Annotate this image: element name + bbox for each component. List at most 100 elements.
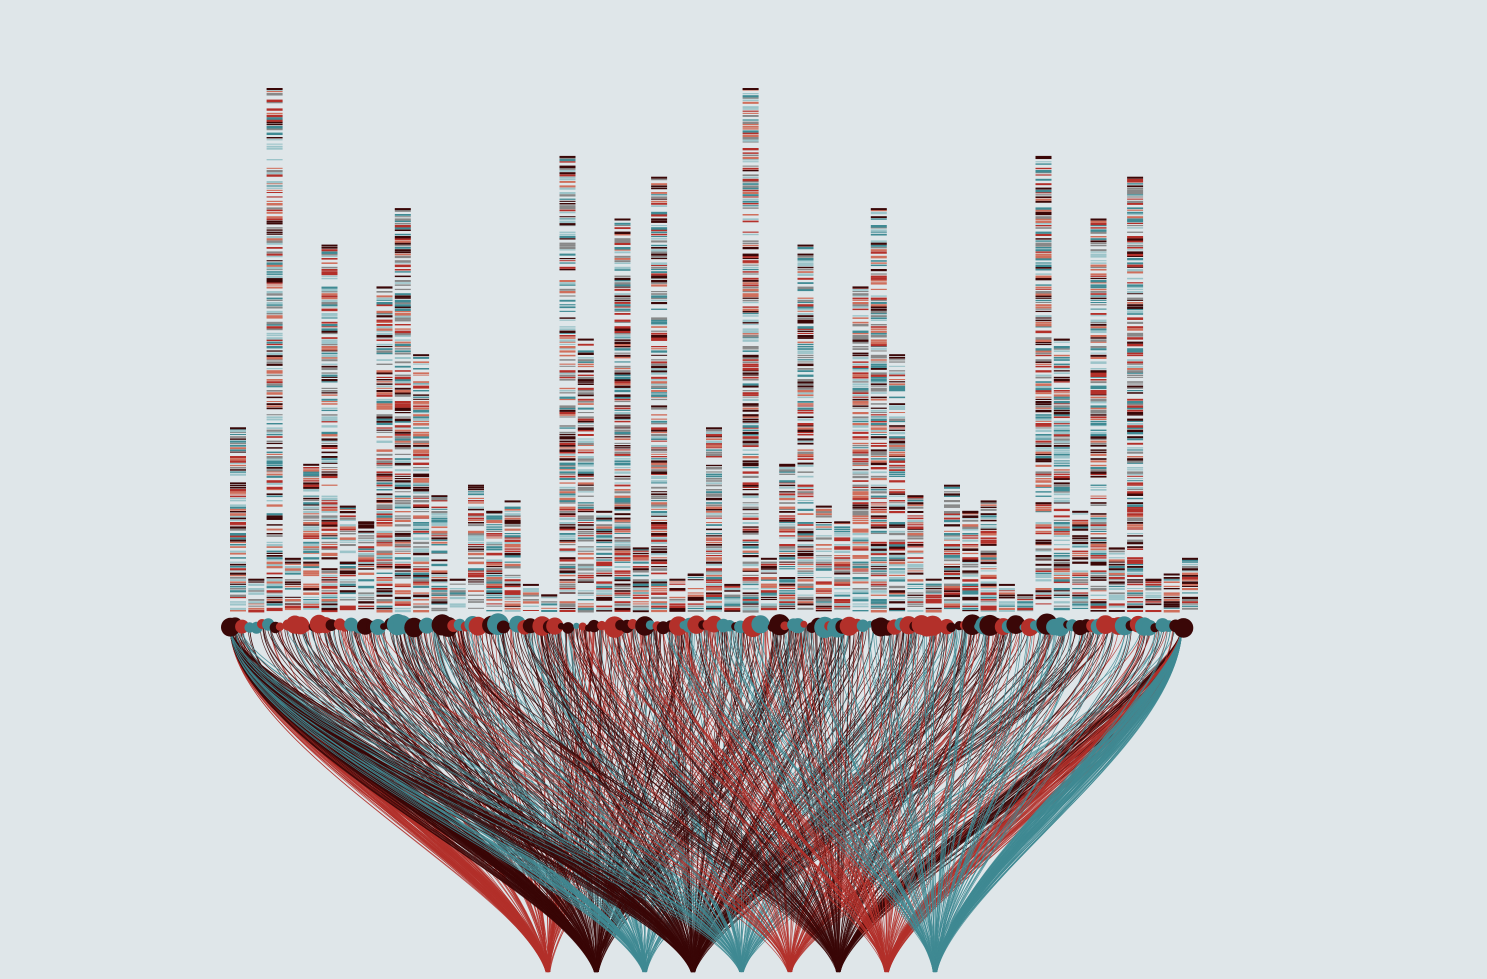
stack-stripe <box>834 526 851 529</box>
stack-stripe <box>889 436 906 439</box>
stack-stripe <box>651 350 668 353</box>
stack-stripe <box>614 330 631 333</box>
stack-stripe <box>577 508 594 511</box>
stack-stripe <box>1035 533 1052 535</box>
edge-line <box>634 625 886 973</box>
stack-stripe <box>742 361 759 363</box>
edge-line <box>933 625 1183 973</box>
stack-column <box>1017 594 1034 612</box>
stack-stripe <box>559 581 576 583</box>
stack-stripe <box>1053 561 1070 564</box>
stack-stripe <box>1035 374 1052 377</box>
stack-stripe <box>742 423 759 425</box>
stack-stripe <box>559 478 576 480</box>
stack-stripe <box>1090 346 1107 348</box>
stack-stripe <box>1108 574 1125 577</box>
edge-line <box>680 625 841 973</box>
stack-stripe <box>303 480 320 482</box>
stack-stripe <box>1090 451 1107 454</box>
stack-stripe <box>1090 372 1107 375</box>
stack-stripe <box>797 381 814 384</box>
stack-stripe <box>266 101 283 104</box>
stack-stripe <box>797 401 814 403</box>
stack-stripe <box>1127 581 1144 583</box>
stack-stripe <box>577 352 594 355</box>
stack-stripe <box>559 526 576 529</box>
stack-stripe <box>577 438 594 440</box>
stack-stripe <box>321 392 338 394</box>
stack-stripe <box>577 357 594 359</box>
stack-stripe <box>321 258 338 260</box>
stack-stripe <box>559 405 576 408</box>
stack-stripe <box>870 497 887 499</box>
stack-stripe <box>651 321 668 325</box>
stack-stripe <box>651 440 668 442</box>
stack-stripe <box>614 467 631 469</box>
stack-stripe <box>413 550 430 553</box>
stack-stripe <box>303 517 320 519</box>
stack-stripe <box>376 513 393 516</box>
stack-stripe <box>1090 324 1107 326</box>
stack-stripe <box>1053 563 1070 567</box>
stack-stripe <box>376 511 393 514</box>
stack-stripe <box>596 541 613 544</box>
stack-stripe <box>632 557 649 560</box>
stack-stripe <box>394 546 411 548</box>
stack-stripe <box>1127 559 1144 562</box>
stack-stripe <box>394 249 411 252</box>
stack-stripe <box>614 541 631 544</box>
stack-stripe <box>706 504 722 507</box>
stack-stripe <box>742 194 759 197</box>
stack-stripe <box>577 550 594 552</box>
stack-stripe <box>468 583 484 585</box>
edge-line <box>229 625 741 973</box>
stack-stripe <box>559 337 576 339</box>
stack-cap <box>1108 547 1125 550</box>
stack-stripe <box>870 211 887 215</box>
stack-stripe <box>559 159 576 162</box>
stack-stripe <box>394 227 411 230</box>
stack-stripe <box>559 304 576 306</box>
stack-stripe <box>815 528 832 530</box>
stack-stripe <box>1053 460 1070 462</box>
stack-stripe <box>1127 225 1144 227</box>
stack-stripe <box>266 324 283 326</box>
stack-stripe <box>742 132 759 135</box>
stack-stripe <box>577 392 594 395</box>
stack-stripe <box>321 357 338 359</box>
stack-stripe <box>742 119 759 121</box>
stack-stripe <box>925 610 942 613</box>
stack-stripe <box>742 506 759 509</box>
stack-stripe <box>577 482 594 485</box>
stack-stripe <box>596 530 613 533</box>
stack-stripe <box>1053 363 1070 366</box>
stack-stripe <box>1035 506 1052 509</box>
stack-stripe <box>266 610 283 612</box>
stack-stripe <box>669 583 686 585</box>
stack-stripe <box>577 533 594 535</box>
stack-stripe <box>1127 317 1144 320</box>
stack-stripe <box>797 594 814 596</box>
stack-stripe <box>266 167 283 169</box>
stack-stripe <box>962 583 979 586</box>
stack-stripe <box>1127 387 1144 389</box>
edge-line <box>443 625 744 973</box>
stack-stripe <box>321 343 338 346</box>
stack-stripe <box>797 409 814 412</box>
stack-stripe <box>797 579 814 582</box>
stack-stripe <box>742 207 759 209</box>
stack-stripe <box>742 308 759 311</box>
stack-stripe <box>266 196 283 198</box>
stack-stripe <box>413 530 430 533</box>
stack-stripe <box>651 504 668 507</box>
stack-stripe <box>468 524 484 527</box>
stack-stripe <box>577 383 594 385</box>
stack-stripe <box>376 431 393 433</box>
stack-stripe <box>1090 467 1107 470</box>
stack-stripe <box>852 370 869 372</box>
stack-stripe <box>797 585 814 588</box>
stack-stripe <box>266 123 283 126</box>
stack-stripe <box>1127 269 1144 272</box>
stack-stripe <box>577 456 594 459</box>
stack-stripe <box>1090 599 1107 601</box>
